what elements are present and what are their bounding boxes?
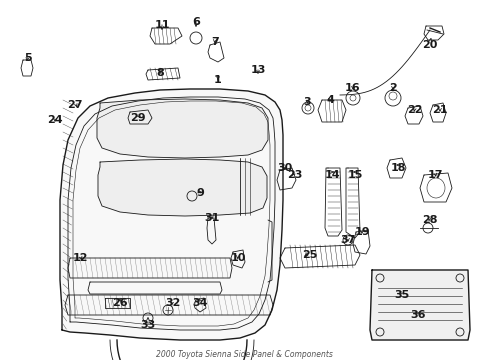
Text: 15: 15	[346, 170, 362, 180]
Polygon shape	[97, 99, 267, 158]
Text: 26: 26	[112, 298, 127, 308]
Text: 29: 29	[130, 113, 145, 123]
Text: 9: 9	[196, 188, 203, 198]
Text: 7: 7	[211, 37, 219, 47]
Text: 16: 16	[345, 83, 360, 93]
Text: 21: 21	[431, 105, 447, 115]
Text: 36: 36	[409, 310, 425, 320]
Text: 10: 10	[230, 253, 245, 263]
Text: 23: 23	[287, 170, 302, 180]
Text: 6: 6	[192, 17, 200, 27]
Text: 11: 11	[154, 20, 169, 30]
Text: 22: 22	[407, 105, 422, 115]
Polygon shape	[369, 270, 469, 340]
Text: 4: 4	[325, 95, 333, 105]
Text: 31: 31	[204, 213, 219, 223]
Text: 19: 19	[353, 227, 369, 237]
Text: 2: 2	[388, 83, 396, 93]
Text: 35: 35	[393, 290, 409, 300]
Text: 33: 33	[140, 320, 155, 330]
Text: 1: 1	[214, 75, 222, 85]
Text: 5: 5	[24, 53, 32, 63]
Text: 3: 3	[303, 97, 310, 107]
Text: 30: 30	[277, 163, 292, 173]
Text: 20: 20	[422, 40, 437, 50]
Text: 14: 14	[325, 170, 340, 180]
Text: 2000 Toyota Sienna Side Panel & Components
Step Plate Diagram for 61452-08010: 2000 Toyota Sienna Side Panel & Componen…	[156, 350, 332, 360]
Text: 17: 17	[427, 170, 442, 180]
Polygon shape	[60, 89, 283, 340]
Text: 13: 13	[250, 65, 265, 75]
Polygon shape	[98, 159, 266, 216]
Text: 32: 32	[165, 298, 181, 308]
Text: 28: 28	[421, 215, 437, 225]
Text: 24: 24	[47, 115, 62, 125]
Text: 25: 25	[302, 250, 317, 260]
Text: 18: 18	[389, 163, 405, 173]
Text: 27: 27	[67, 100, 82, 110]
Text: 37: 37	[340, 235, 355, 245]
Text: 12: 12	[72, 253, 87, 263]
Text: 34: 34	[192, 298, 207, 308]
Text: 8: 8	[156, 68, 163, 78]
